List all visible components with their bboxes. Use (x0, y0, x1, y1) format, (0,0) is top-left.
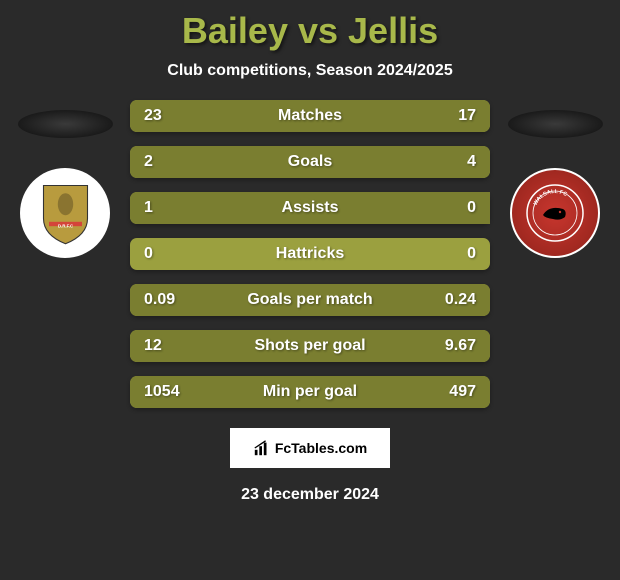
stat-value-right: 0 (467, 199, 476, 217)
chart-icon (253, 439, 271, 457)
stats-section: D.R.F.C 23 Matches 17 2 Goals 4 1 Assists 0 0 Hatt… (0, 100, 620, 408)
svg-text:D.R.F.C: D.R.F.C (57, 223, 73, 228)
attribution-text: FcTables.com (275, 440, 367, 456)
stat-fill-right (249, 146, 490, 178)
infographic-container: Bailey vs Jellis Club competitions, Seas… (0, 0, 620, 580)
stat-value-right: 9.67 (445, 337, 476, 355)
stat-value-right: 0.24 (445, 291, 476, 309)
stat-value-right: 17 (458, 107, 476, 125)
stat-row: 2 Goals 4 (130, 146, 490, 178)
stat-value-left: 12 (144, 337, 162, 355)
stat-label: Assists (282, 199, 339, 217)
stat-label: Matches (278, 107, 342, 125)
attribution-badge: FcTables.com (230, 428, 390, 468)
stat-value-left: 1 (144, 199, 153, 217)
stat-row: 12 Shots per goal 9.67 (130, 330, 490, 362)
stat-value-left: 2 (144, 153, 153, 171)
stat-value-left: 0 (144, 245, 153, 263)
stats-bars: 23 Matches 17 2 Goals 4 1 Assists 0 0 Hattricks 0 0.… (130, 100, 490, 408)
stat-label: Min per goal (263, 383, 357, 401)
stat-label: Goals per match (247, 291, 372, 309)
stat-row: 0.09 Goals per match 0.24 (130, 284, 490, 316)
stat-label: Goals (288, 153, 332, 171)
doncaster-badge-icon: D.R.F.C (38, 178, 93, 248)
stat-row: 23 Matches 17 (130, 100, 490, 132)
walsall-badge-icon: WALSALL FC (525, 183, 585, 243)
stat-value-right: 4 (467, 153, 476, 171)
stat-value-left: 23 (144, 107, 162, 125)
stat-label: Hattricks (276, 245, 344, 263)
stat-value-right: 497 (449, 383, 476, 401)
stat-value-right: 0 (467, 245, 476, 263)
left-badge-column: D.R.F.C (15, 100, 115, 258)
stat-row: 1 Assists 0 (130, 192, 490, 224)
right-badge-column: WALSALL FC (505, 100, 605, 258)
subtitle: Club competitions, Season 2024/2025 (0, 62, 620, 80)
right-team-badge: WALSALL FC (510, 168, 600, 258)
stat-value-left: 0.09 (144, 291, 175, 309)
page-title: Bailey vs Jellis (0, 10, 620, 52)
stat-row: 1054 Min per goal 497 (130, 376, 490, 408)
stat-label: Shots per goal (254, 337, 365, 355)
right-ellipse-decoration (508, 110, 603, 138)
stat-row: 0 Hattricks 0 (130, 238, 490, 270)
stat-value-left: 1054 (144, 383, 180, 401)
date-text: 23 december 2024 (0, 486, 620, 504)
left-team-badge: D.R.F.C (20, 168, 110, 258)
left-ellipse-decoration (18, 110, 113, 138)
